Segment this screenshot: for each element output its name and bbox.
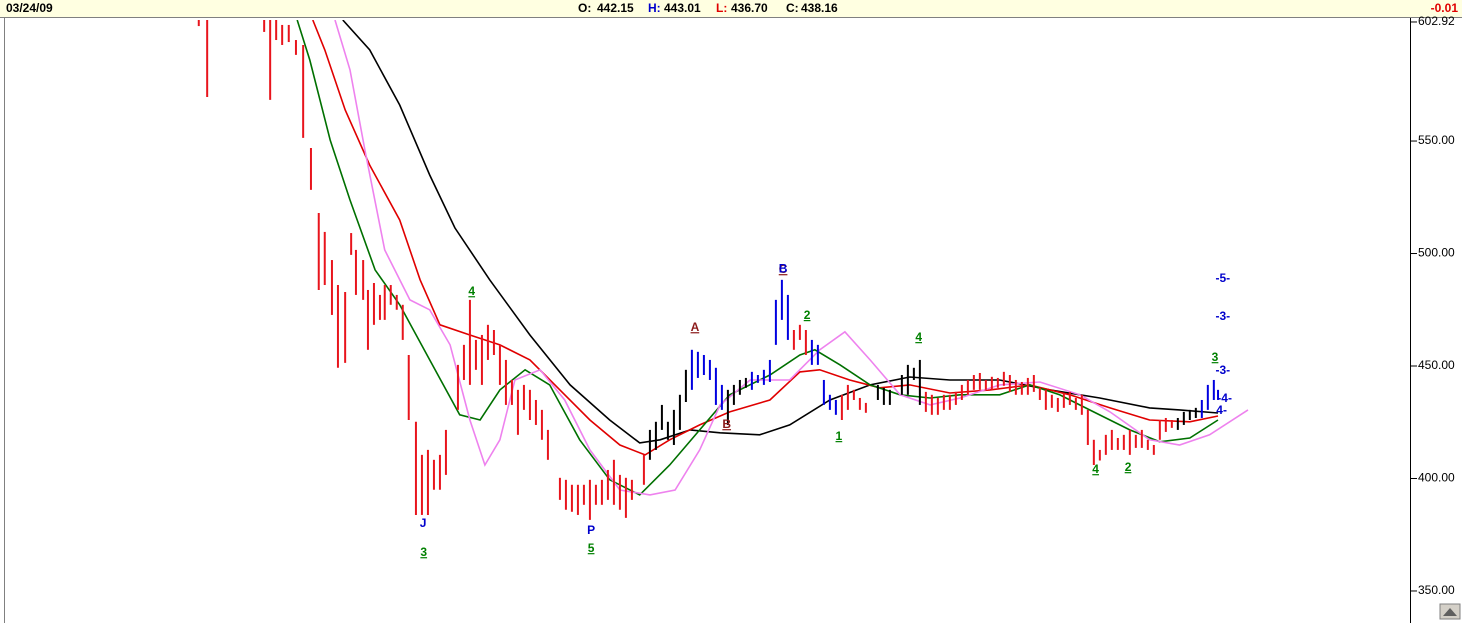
wave-label: J bbox=[420, 516, 427, 530]
y-tick-label: 450.00 bbox=[1418, 358, 1455, 372]
wave-label: 4 bbox=[468, 284, 475, 298]
header-date: 03/24/09 bbox=[6, 1, 53, 15]
wave-label: 4 bbox=[915, 330, 922, 344]
low-value: 436.70 bbox=[731, 1, 768, 15]
change-value: -0.01 bbox=[1431, 1, 1459, 15]
y-tick-label: 400.00 bbox=[1418, 471, 1455, 485]
open-label: O: bbox=[578, 1, 591, 15]
y-tick-label: 550.00 bbox=[1418, 133, 1455, 147]
moving-average-line bbox=[312, 20, 1219, 456]
wave-label: 4 bbox=[1092, 462, 1099, 476]
moving-average-line bbox=[296, 20, 1219, 496]
wave-label: B bbox=[722, 417, 731, 431]
wave-label: 2 bbox=[804, 308, 811, 322]
header-bar bbox=[0, 0, 1462, 17]
wave-label: 2 bbox=[1125, 460, 1132, 474]
wave-label: -3- bbox=[1215, 309, 1230, 323]
high-value: 443.01 bbox=[664, 1, 701, 15]
wave-label: 4- bbox=[1216, 403, 1227, 417]
wave-label: -3- bbox=[1215, 363, 1230, 377]
wave-label: -4- bbox=[1217, 391, 1232, 405]
wave-label: 3 bbox=[420, 545, 427, 559]
close-label: C: bbox=[786, 1, 799, 15]
y-tick-label: 500.00 bbox=[1418, 246, 1455, 260]
close-value: 438.16 bbox=[801, 1, 838, 15]
y-tick-label: 602.92 bbox=[1418, 14, 1455, 28]
scale-button-icon bbox=[1443, 608, 1457, 616]
open-value: 442.15 bbox=[597, 1, 634, 15]
wave-label: B bbox=[779, 262, 788, 276]
wave-label: 3 bbox=[1212, 350, 1219, 364]
wave-label: A bbox=[691, 320, 700, 334]
low-label: L: bbox=[716, 1, 727, 15]
wave-label: -5- bbox=[1215, 271, 1230, 285]
wave-label: C bbox=[779, 262, 788, 276]
wave-label: 1 bbox=[836, 429, 843, 443]
wave-label: P bbox=[587, 523, 595, 537]
high-label: H: bbox=[648, 1, 661, 15]
y-tick-label: 350.00 bbox=[1418, 583, 1455, 597]
wave-label: 5 bbox=[588, 541, 595, 555]
moving-average-line bbox=[334, 20, 1249, 496]
